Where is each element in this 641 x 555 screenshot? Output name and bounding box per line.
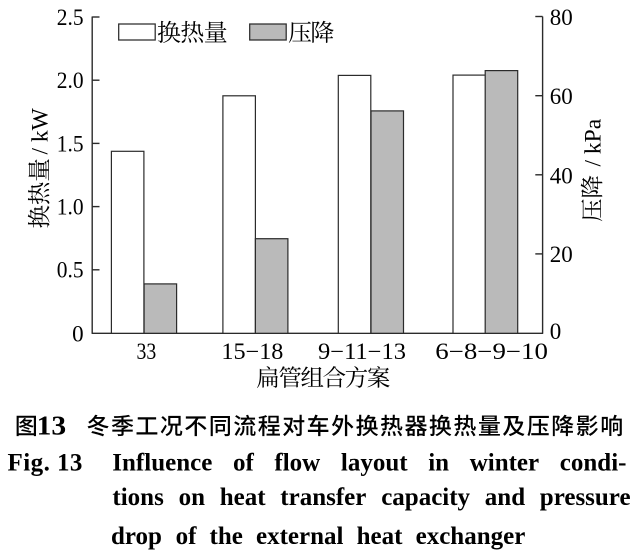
svg-text:heat: heat <box>220 484 267 511</box>
svg-text:33: 33 <box>137 339 157 364</box>
svg-text:in: in <box>428 450 449 477</box>
svg-text:heat: heat <box>357 523 404 550</box>
svg-text:transfer: transfer <box>280 484 366 511</box>
svg-text:of: of <box>233 450 255 477</box>
svg-text:Influence: Influence <box>112 450 212 477</box>
svg-text:the: the <box>210 523 243 550</box>
svg-text:0: 0 <box>72 322 84 347</box>
svg-text:of: of <box>176 523 198 550</box>
svg-text:winter: winter <box>470 450 539 477</box>
svg-text:condi-: condi- <box>560 450 627 477</box>
svg-text:0.5: 0.5 <box>57 258 84 283</box>
svg-text:exchanger: exchanger <box>416 523 526 550</box>
svg-text:/ kPa: / kPa <box>581 118 607 166</box>
svg-text:and: and <box>485 484 525 511</box>
svg-text:1.0: 1.0 <box>57 194 84 219</box>
svg-text:40: 40 <box>550 164 573 189</box>
svg-text:2.5: 2.5 <box>57 5 84 30</box>
svg-text:capacity: capacity <box>381 484 470 511</box>
svg-text:13: 13 <box>37 411 67 441</box>
svg-text:0: 0 <box>550 319 562 344</box>
svg-text:2.0: 2.0 <box>57 68 84 93</box>
svg-text:layout: layout <box>341 450 408 477</box>
svg-text:6−8−9−10: 6−8−9−10 <box>435 339 548 364</box>
svg-text:Fig. 13: Fig. 13 <box>8 450 83 477</box>
svg-text:1.5: 1.5 <box>57 131 84 156</box>
svg-text:drop: drop <box>111 523 162 550</box>
svg-text:/ kW: / kW <box>28 107 54 154</box>
svg-text:20: 20 <box>550 242 573 267</box>
svg-text:on: on <box>179 484 206 511</box>
svg-text:pressure: pressure <box>540 484 631 511</box>
svg-text:80: 80 <box>550 5 573 30</box>
svg-text:60: 60 <box>550 84 573 109</box>
svg-text:tions: tions <box>112 484 164 511</box>
svg-text:external: external <box>256 523 344 550</box>
svg-text:15−18: 15−18 <box>221 339 283 364</box>
svg-text:9−11−13: 9−11−13 <box>318 339 406 364</box>
svg-text:flow: flow <box>274 450 320 477</box>
